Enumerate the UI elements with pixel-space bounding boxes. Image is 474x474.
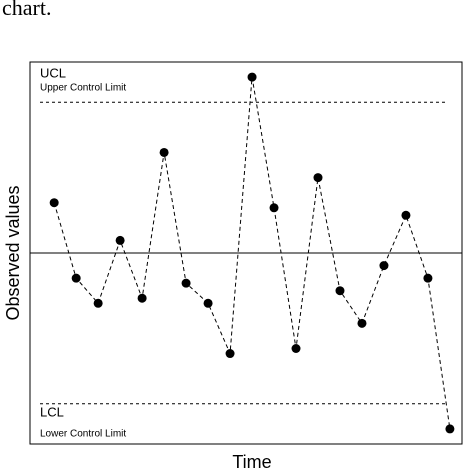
data-point bbox=[71, 273, 81, 283]
data-point bbox=[357, 318, 367, 328]
data-point bbox=[247, 72, 257, 82]
lcl-desc: Lower Control Limit bbox=[40, 429, 126, 440]
ucl-desc: Upper Control Limit bbox=[40, 83, 126, 94]
lcl-label: LCL bbox=[40, 404, 64, 419]
data-point bbox=[313, 173, 323, 183]
x-axis-label: Time bbox=[232, 452, 271, 472]
data-point bbox=[225, 349, 235, 359]
data-point bbox=[115, 235, 125, 245]
data-point bbox=[159, 147, 169, 157]
data-point bbox=[49, 198, 59, 208]
data-point bbox=[335, 286, 345, 296]
data-point bbox=[379, 261, 389, 271]
data-point bbox=[181, 278, 191, 288]
heading: chart. bbox=[2, 0, 51, 20]
y-axis-label: Observed values bbox=[3, 185, 23, 320]
ucl-label: UCL bbox=[40, 65, 66, 80]
data-point bbox=[291, 344, 301, 353]
data-point bbox=[423, 273, 433, 283]
data-point bbox=[93, 298, 103, 308]
data-point bbox=[269, 203, 279, 213]
data-point bbox=[203, 298, 213, 308]
data-point bbox=[401, 210, 411, 220]
data-point bbox=[445, 424, 455, 434]
data-point bbox=[137, 293, 147, 303]
